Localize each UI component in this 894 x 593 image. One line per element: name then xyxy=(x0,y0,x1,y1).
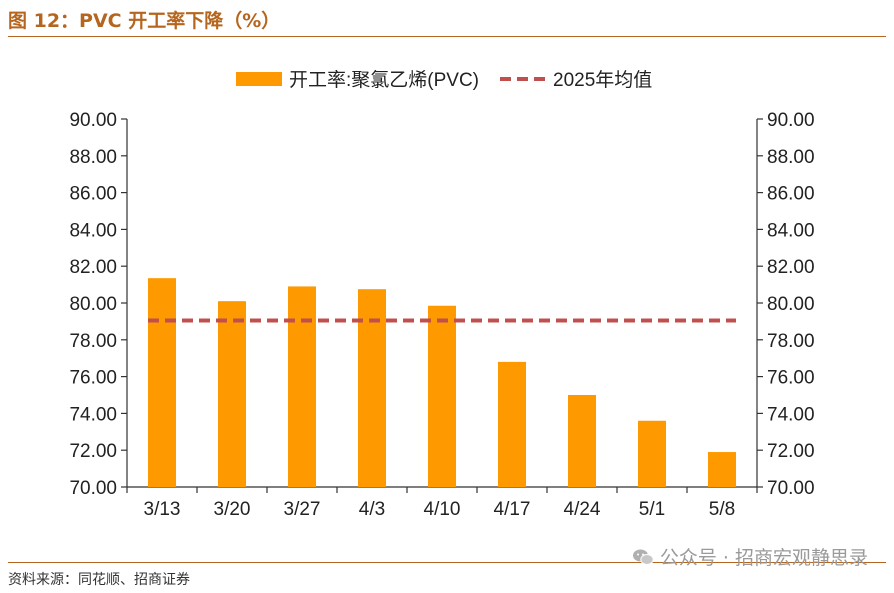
y-tick-label-left: 76.00 xyxy=(69,368,117,389)
y-tick-label-left: 70.00 xyxy=(69,478,117,499)
x-tick-label: 5/1 xyxy=(639,499,665,520)
x-tick-label: 4/24 xyxy=(564,499,601,520)
y-tick-label-left: 82.00 xyxy=(69,257,117,278)
legend-label-line: 2025年均值 xyxy=(553,69,652,91)
y-tick-label-right: 70.00 xyxy=(767,478,815,499)
y-tick-label-right: 76.00 xyxy=(767,368,815,389)
bar xyxy=(428,305,456,487)
y-tick-label-left: 78.00 xyxy=(69,331,117,352)
watermark: 公众号 · 招商宏观静思录 xyxy=(632,543,868,570)
y-tick-label-left: 72.00 xyxy=(69,441,117,462)
title-rule xyxy=(8,36,886,37)
source-note: 资料来源：同花顺、招商证券 xyxy=(8,572,190,588)
bars xyxy=(148,278,736,487)
y-tick-label-left: 86.00 xyxy=(69,184,117,205)
y-tick-label-right: 90.00 xyxy=(767,110,815,131)
y-tick-label-right: 80.00 xyxy=(767,294,815,315)
x-tick-label: 3/20 xyxy=(214,499,251,520)
watermark-text: 公众号 · 招商宏观静思录 xyxy=(659,547,868,569)
y-tick-label-right: 72.00 xyxy=(767,441,815,462)
y-tick-label-left: 74.00 xyxy=(69,404,117,425)
y-tick-label-right: 78.00 xyxy=(767,331,815,352)
bar xyxy=(288,286,316,487)
bar xyxy=(568,395,596,487)
footer-rule xyxy=(8,562,886,563)
legend: 开工率:聚氯乙烯(PVC) 2025年均值 xyxy=(236,69,652,91)
legend-swatch-bar xyxy=(236,72,282,86)
bar xyxy=(148,278,176,487)
x-tick-labels: 3/13 3/20 3/27 4/3 4/10 4/17 4/24 5/1 5/8 xyxy=(144,499,736,520)
y-tick-label-left: 88.00 xyxy=(69,147,117,168)
x-tick-label: 3/27 xyxy=(284,499,321,520)
x-tick-label: 4/10 xyxy=(424,499,461,520)
bar xyxy=(638,420,666,487)
y-tick-label-right: 82.00 xyxy=(767,257,815,278)
y-tick-label-left: 84.00 xyxy=(69,220,117,241)
y-tick-label-right: 84.00 xyxy=(767,220,815,241)
y-tick-label-right: 88.00 xyxy=(767,147,815,168)
x-tick-label: 4/3 xyxy=(359,499,385,520)
x-tick-label: 4/17 xyxy=(494,499,531,520)
pvc-operating-rate-chart: 开工率:聚氯乙烯(PVC) 2025年均值 70.00 72.00 74.00 76.… xyxy=(69,69,815,520)
wechat-icon xyxy=(632,549,654,565)
x-tick-label: 3/13 xyxy=(144,499,181,520)
bar xyxy=(708,452,736,487)
bar xyxy=(498,361,526,487)
legend-label-bar: 开工率:聚氯乙烯(PVC) xyxy=(289,69,479,91)
bar xyxy=(218,301,246,487)
y-tick-label-right: 74.00 xyxy=(767,404,815,425)
y-tick-label-right: 86.00 xyxy=(767,184,815,205)
figure-title: 图 12：PVC 开工率下降（%） xyxy=(8,10,281,32)
y-tick-label-left: 90.00 xyxy=(69,110,117,131)
y-tick-label-left: 80.00 xyxy=(69,294,117,315)
x-tick-label: 5/8 xyxy=(709,499,735,520)
